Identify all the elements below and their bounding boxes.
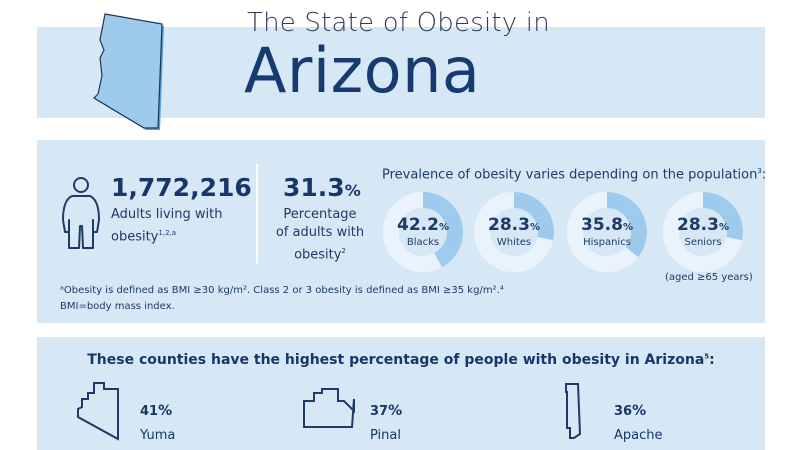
pct-footnote-ref: 2 xyxy=(341,247,346,255)
seniors-note: (aged ≥65 years) xyxy=(665,272,753,283)
donut-value: 28.3% xyxy=(663,216,743,237)
donut-value-unit: % xyxy=(529,222,540,233)
donut-value-number: 42.2 xyxy=(397,215,439,235)
prevalence-title: Prevalence of obesity varies depending o… xyxy=(382,162,766,184)
adults-label: Adults living with obesity1,2,a xyxy=(111,206,223,246)
pct-number: 31.3 xyxy=(283,173,345,202)
pct-value: 31.3% xyxy=(283,173,361,202)
county-unit: % xyxy=(632,403,647,419)
county-pinal: 37% Pinal xyxy=(370,396,402,443)
donut-label-seniors: 28.3% Seniors xyxy=(663,216,743,248)
counties-title-text: These counties have the highest percenta… xyxy=(87,352,705,368)
donut-value: 35.8% xyxy=(567,216,647,237)
donut-category: Whites xyxy=(496,237,532,248)
donut-value: 28.3% xyxy=(474,216,554,237)
pinal-county-outline-icon xyxy=(303,388,355,428)
county-value: 37 xyxy=(370,404,389,419)
counties-colon: : xyxy=(709,352,715,368)
donut-category: Hispanics xyxy=(583,237,631,248)
donut-hole xyxy=(679,208,727,256)
person-icon xyxy=(62,177,100,249)
pct-unit: % xyxy=(344,181,361,200)
footnote: ᵃObesity is defined as BMI ≥30 kg/m². Cl… xyxy=(60,283,504,315)
donut-category: Seniors xyxy=(684,237,722,248)
donut-value-number: 28.3 xyxy=(488,215,530,235)
donut-value: 42.2% xyxy=(383,216,463,237)
pct-label-line3: obesity xyxy=(294,247,342,263)
adults-label-line2: obesity xyxy=(111,229,159,245)
adults-count: 1,772,216 xyxy=(111,173,252,202)
donut-value-unit: % xyxy=(622,222,633,233)
donut-label-hispanics: 35.8% Hispanics xyxy=(567,216,647,248)
county-unit: % xyxy=(158,403,173,419)
county-name: Pinal xyxy=(370,428,401,443)
donut-hole xyxy=(583,208,631,256)
prevalence-colon: : xyxy=(761,167,767,183)
pct-label-line2: of adults with xyxy=(275,225,365,240)
donut-hole xyxy=(490,208,538,256)
divider xyxy=(256,164,258,264)
donut-segment-hispanics xyxy=(607,192,647,258)
counties-footnote-ref: 5 xyxy=(704,352,710,361)
counties-title: These counties have the highest percenta… xyxy=(37,352,765,368)
county-apache: 36% Apache xyxy=(614,396,663,443)
county-value: 41 xyxy=(140,404,159,419)
pct-label: Percentage of adults with obesity2 xyxy=(270,206,370,264)
county-name: Yuma xyxy=(140,428,176,443)
adults-footnote-ref: 1,2,a xyxy=(158,229,177,237)
prevalence-footnote-ref: 3 xyxy=(757,167,762,175)
footnote-line1: ᵃObesity is defined as BMI ≥30 kg/m². Cl… xyxy=(60,285,504,296)
prevalence-title-text: Prevalence of obesity varies depending o… xyxy=(382,167,758,183)
yuma-county-outline-icon xyxy=(77,382,119,441)
donut-value-number: 28.3 xyxy=(677,215,719,235)
donut-value-unit: % xyxy=(718,222,729,233)
title-line-1: The State of Obesity in xyxy=(247,8,550,38)
pct-label-line1: Percentage xyxy=(283,207,357,222)
donut-value-unit: % xyxy=(438,222,449,233)
adults-label-line1: Adults living with xyxy=(111,207,223,222)
county-unit: % xyxy=(388,403,403,419)
donut-value-number: 35.8 xyxy=(581,215,623,235)
apache-county-outline-icon xyxy=(565,383,582,439)
county-value: 36 xyxy=(614,404,633,419)
donut-segment-seniors xyxy=(703,192,743,241)
prevalence-donut-charts xyxy=(383,192,743,272)
donut-hole xyxy=(399,208,447,256)
counties-panel xyxy=(37,337,765,450)
donut-label-blacks: 42.2% Blacks xyxy=(383,216,463,248)
donut-segment-whites xyxy=(514,192,554,241)
county-name: Apache xyxy=(614,428,663,443)
donut-category: Blacks xyxy=(406,237,440,248)
donut-segment-blacks xyxy=(423,192,463,268)
donut-label-whites: 28.3% Whites xyxy=(474,216,554,248)
county-yuma: 41% Yuma xyxy=(140,396,175,443)
arizona-map-icon xyxy=(93,13,164,130)
footnote-line2: BMI=body mass index. xyxy=(60,301,175,312)
page-title: Arizona xyxy=(244,34,481,107)
